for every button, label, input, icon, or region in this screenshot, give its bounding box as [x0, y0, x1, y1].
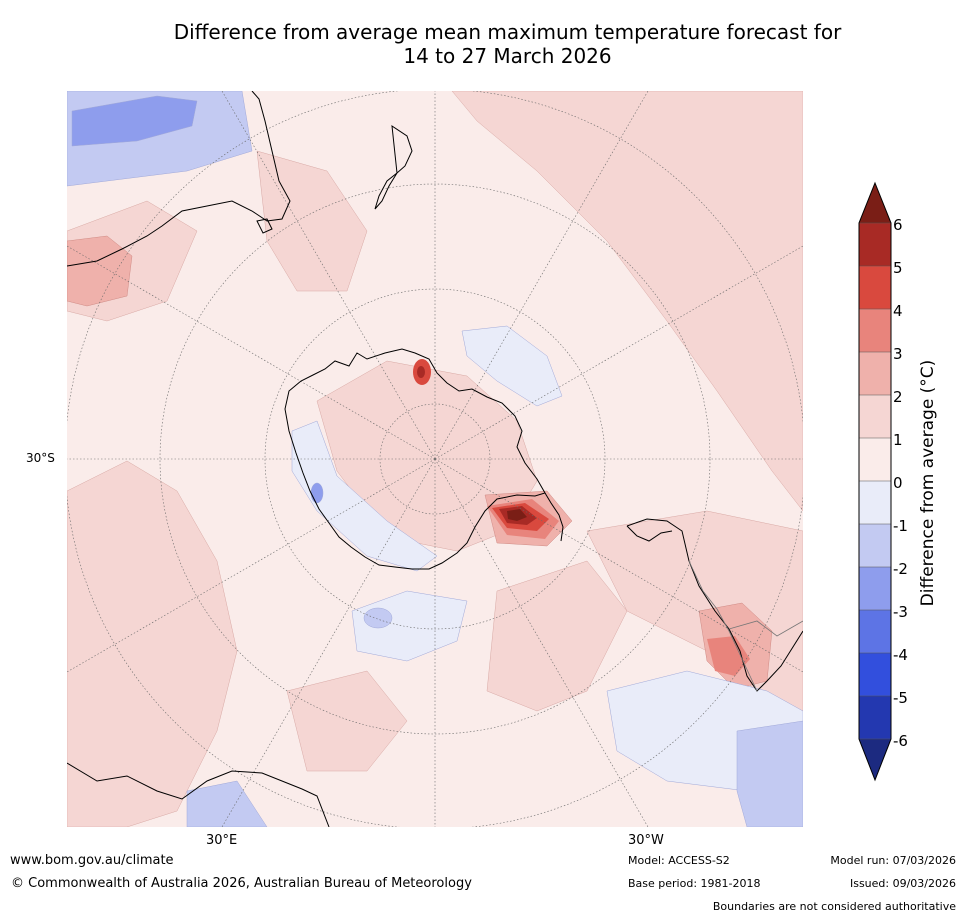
cold-region-south-atlantic-core — [736, 720, 803, 827]
meridian-210 — [434, 458, 649, 827]
anomaly-region-bolivia — [707, 636, 750, 676]
graticule-60s — [159, 183, 711, 735]
coastline-antarctic-peninsula — [544, 492, 564, 542]
anomaly-region-tasman — [256, 150, 368, 292]
cold-region-east-antarctic — [291, 420, 438, 572]
footer-model: Model: ACCESS-S2 — [628, 854, 730, 867]
lon-label-30e: 30°E — [206, 833, 238, 848]
colorbar-band-4-5 — [859, 266, 891, 309]
map-title: Difference from average mean maximum tem… — [0, 20, 965, 68]
lat-label-30s: 30°S — [26, 451, 55, 465]
meridian-240 — [434, 458, 803, 673]
colorbar-band-m5-m4 — [859, 653, 891, 696]
coastline-new-zealand-south — [374, 172, 398, 210]
colorbar-tick-m5: -5 — [893, 689, 908, 707]
footer-model-run: Model run: 07/03/2026 — [830, 854, 956, 867]
coastline-tasmania — [256, 218, 273, 234]
colorbar-tick-4: 4 — [893, 302, 903, 320]
graticule-70s — [264, 288, 606, 630]
colorbar-band-5-6 — [859, 223, 891, 266]
colorbar-band-m6-m5 — [859, 696, 891, 739]
colorbar-tick-5: 5 — [893, 259, 903, 277]
anomaly-region-southwest — [286, 670, 408, 772]
forecast-map — [67, 91, 803, 827]
colorbar-tick-1: 1 — [893, 431, 903, 449]
lon-label-30w: 30°W — [628, 833, 664, 848]
colorbar-tick-0: 0 — [893, 474, 903, 492]
meridian-120 — [67, 458, 436, 673]
colorbar-band-m2-m1 — [859, 524, 891, 567]
colorbar-band-0-1 — [859, 438, 891, 481]
meridian-330 — [434, 91, 649, 460]
meridian-60 — [67, 245, 436, 460]
footer-url[interactable]: www.bom.gov.au/climate — [10, 853, 174, 868]
border-brazil — [728, 620, 803, 637]
anomaly-region-south-atlantic — [486, 560, 628, 712]
anomaly-region-ross-warm-inner — [417, 366, 425, 378]
cold-region-east-antarctic-core — [310, 482, 324, 504]
colorbar-tick-m3: -3 — [893, 603, 908, 621]
cold-region-amundsen — [461, 325, 563, 407]
footer-issued: Issued: 09/03/2026 — [849, 877, 956, 890]
meridian-30 — [221, 91, 436, 460]
colorbar-band-m1-0 — [859, 481, 891, 524]
anomaly-region-east-pacific — [451, 91, 803, 512]
coastline-south-america — [626, 518, 803, 692]
colorbar-tick-3: 3 — [893, 345, 903, 363]
colorbar-tick-m6: -6 — [893, 732, 908, 750]
anomaly-region-west-australia — [67, 235, 133, 307]
title-line-2: 14 to 27 March 2026 — [403, 44, 612, 68]
coastline-australia — [67, 91, 291, 267]
colorbar-tick-m4: -4 — [893, 646, 908, 664]
colorbar-tick-m1: -1 — [893, 517, 908, 535]
colorbar-band-3-4 — [859, 309, 891, 352]
colorbar-tick-m2: -2 — [893, 560, 908, 578]
colorbar-outline — [858, 181, 892, 782]
colorbar-tick-2: 2 — [893, 388, 903, 406]
footer-base-period: Base period: 1981-2018 — [628, 877, 761, 890]
cold-region-south-indian-core — [363, 607, 393, 629]
cold-region-south-africa — [186, 780, 268, 827]
coastline-south-america-south — [626, 525, 673, 542]
footer-copyright: © Commonwealth of Australia 2026, Austra… — [11, 876, 472, 891]
colorbar-over-arrow — [859, 183, 891, 223]
anomaly-region-peninsula-peak — [507, 509, 527, 521]
coastline-africa — [67, 762, 330, 827]
title-line-1: Difference from average mean maximum tem… — [173, 20, 842, 44]
colorbar — [858, 181, 892, 782]
coastline-antarctica — [284, 348, 546, 570]
colorbar-under-arrow — [859, 739, 891, 780]
colorbar-band-m4-m3 — [859, 610, 891, 653]
cold-region-coral-sea-core — [71, 95, 198, 147]
footer-boundaries-note: Boundaries are not considered authoritat… — [712, 900, 956, 913]
colorbar-band-1-2 — [859, 395, 891, 438]
colorbar-title: Difference from average (°C) — [918, 359, 938, 607]
anomaly-region-indian-west — [67, 460, 238, 827]
colorbar-band-m3-m2 — [859, 567, 891, 610]
colorbar-tick-6: 6 — [893, 216, 903, 234]
coastline-new-zealand-north — [391, 124, 413, 175]
border-argentina-chile — [688, 560, 758, 692]
meridian-300 — [434, 245, 803, 460]
colorbar-band-2-3 — [859, 352, 891, 395]
meridian-150 — [221, 458, 436, 827]
graticule-80s — [379, 403, 491, 515]
